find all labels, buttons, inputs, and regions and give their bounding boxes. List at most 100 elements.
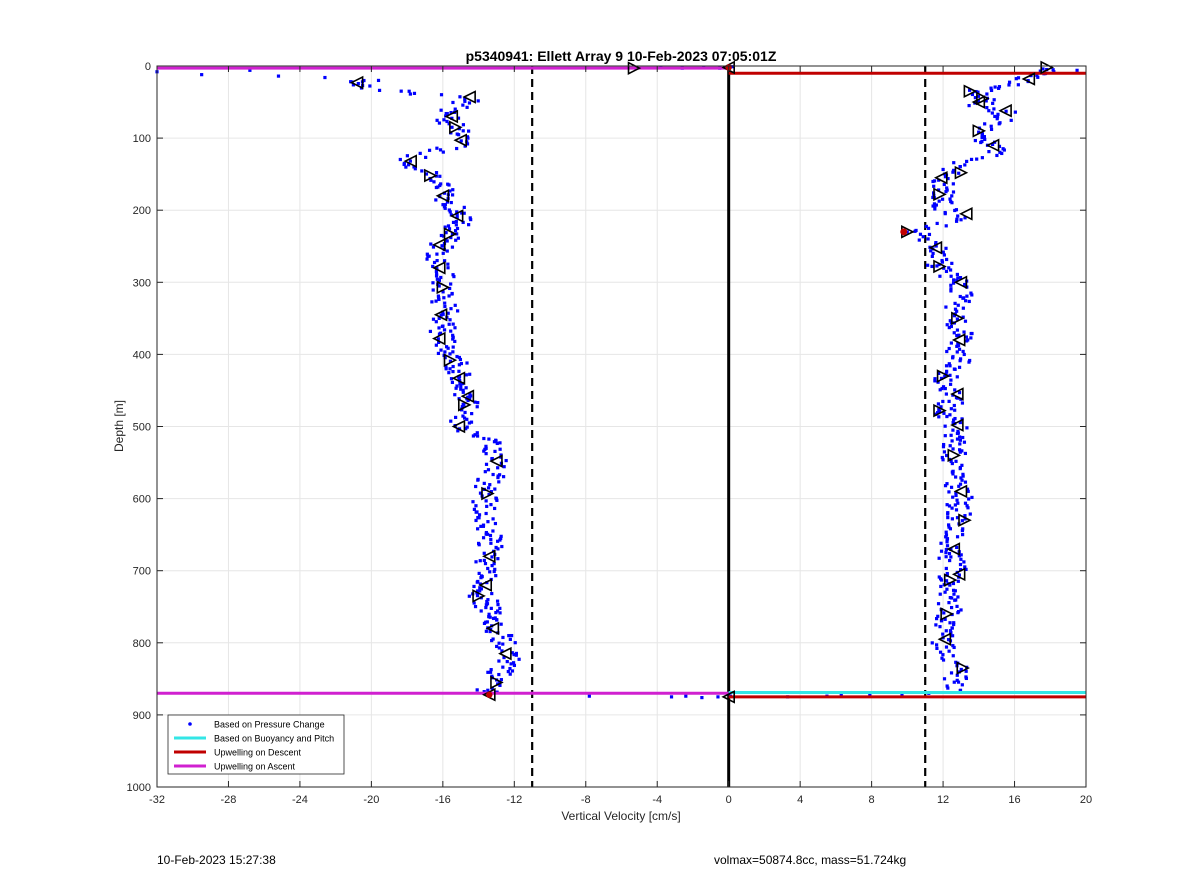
ascent-point <box>509 662 513 666</box>
descent-point <box>963 216 967 220</box>
ascent-point <box>482 436 486 441</box>
ascent-point <box>502 475 506 479</box>
descent-point <box>955 333 959 338</box>
descent-point <box>958 688 963 692</box>
x-tick-label: 20 <box>1080 794 1092 806</box>
ascent-point <box>451 273 455 277</box>
descent-point <box>947 490 951 494</box>
ascent-point <box>446 224 451 228</box>
ascent-point <box>458 95 462 99</box>
ascent-point <box>474 484 478 489</box>
descent-point <box>959 568 963 572</box>
ascent-point <box>513 641 517 645</box>
descent-point <box>958 359 962 363</box>
legend-entry-label: Upwelling on Descent <box>214 748 302 758</box>
ascent-point <box>406 163 411 167</box>
ascent-point <box>493 487 497 491</box>
descent-point <box>950 626 954 630</box>
ascent-point <box>498 441 502 445</box>
descent-point <box>942 677 947 681</box>
ascent-point <box>510 669 515 673</box>
ascent-point <box>498 447 502 451</box>
ascent-point <box>451 322 455 326</box>
descent-point <box>959 476 963 480</box>
descent-point <box>944 364 949 368</box>
ascent-point <box>474 504 478 508</box>
descent-point <box>945 587 949 591</box>
descent-point <box>957 365 962 369</box>
ascent-point <box>450 116 454 120</box>
ascent-point <box>511 661 516 665</box>
descent-point <box>1035 73 1039 77</box>
ascent-point <box>412 91 417 95</box>
descent-point <box>956 429 960 433</box>
descent-point <box>980 135 984 140</box>
descent-point <box>948 558 952 563</box>
descent-point <box>963 501 968 505</box>
descent-point <box>963 565 967 569</box>
ascent-point <box>490 564 494 568</box>
descent-point <box>941 167 945 172</box>
descent-point <box>964 335 968 339</box>
descent-point <box>946 638 951 642</box>
y-tick-label: 400 <box>133 349 151 361</box>
descent-point <box>950 261 954 265</box>
ascent-point <box>499 534 503 538</box>
ascent-point <box>449 213 453 217</box>
descent-point <box>984 99 988 103</box>
descent-point <box>970 293 974 297</box>
descent-point <box>934 241 938 245</box>
descent-point <box>945 453 949 458</box>
descent-point <box>948 197 952 201</box>
descent-point <box>935 646 939 651</box>
x-tick-label: -28 <box>221 794 237 806</box>
ascent-triangle <box>460 389 475 404</box>
descent-point <box>983 137 987 142</box>
descent-point <box>947 399 951 403</box>
ascent-point <box>479 524 483 528</box>
ascent-point <box>498 538 502 542</box>
ascent-point <box>442 296 446 300</box>
descent-point <box>965 159 969 164</box>
descent-point <box>937 415 941 419</box>
descent-point <box>961 306 965 310</box>
ascent-point <box>470 412 474 416</box>
descent-point <box>945 538 949 542</box>
ascent-point <box>501 635 505 640</box>
descent-point <box>958 165 962 169</box>
bottom-point <box>868 693 872 697</box>
x-tick-label: -32 <box>149 794 165 806</box>
ascent-point <box>483 561 488 566</box>
ascent-point <box>495 498 499 502</box>
descent-point <box>924 224 928 229</box>
ascent-point <box>461 388 465 392</box>
ascent-point <box>486 468 491 472</box>
descent-point <box>939 619 944 623</box>
ascent-point <box>467 129 471 133</box>
descent-point <box>954 493 958 498</box>
ascent-point <box>431 288 435 292</box>
ascent-point <box>437 121 442 125</box>
ascent-point <box>500 649 504 653</box>
descent-point <box>942 442 946 447</box>
ascent-point <box>436 185 440 189</box>
descent-point <box>955 317 959 321</box>
descent-point <box>952 645 956 650</box>
descent-point <box>962 560 966 564</box>
descent-point <box>918 232 923 236</box>
ascent-point <box>482 449 486 453</box>
descent-point <box>997 144 1002 148</box>
ascent-point <box>461 103 465 107</box>
descent-point <box>951 281 956 285</box>
ascent-point <box>473 433 477 437</box>
descent-point <box>973 138 977 143</box>
descent-point <box>955 344 959 348</box>
descent-point <box>926 237 930 241</box>
ascent-point <box>496 609 500 613</box>
descent-point <box>943 434 947 438</box>
descent-point <box>950 596 954 600</box>
descent-point <box>956 396 960 400</box>
descent-point <box>942 450 947 454</box>
ascent-point <box>445 200 449 204</box>
ascent-point <box>442 328 447 332</box>
